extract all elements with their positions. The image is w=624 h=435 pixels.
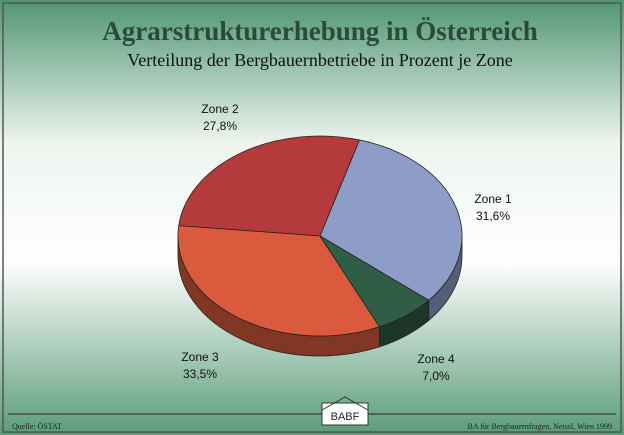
logo-text: BABF	[331, 411, 360, 423]
chart-subtitle: Verteilung der Bergbauernbetriebe in Pro…	[127, 50, 513, 70]
slice	[177, 225, 381, 337]
slice	[319, 235, 430, 328]
chart-title: Agrarstrukturerhebung in Österreich	[102, 16, 537, 46]
slice-label: Zone 3	[181, 350, 219, 364]
value-label: 31,6%	[476, 209, 510, 223]
value-label: 7,0%	[422, 369, 450, 383]
credit: BA für Bergbauernfragen, Neissl, Wien 19…	[468, 422, 612, 431]
slice-label: Zone 4	[417, 352, 455, 366]
value-label: 33,5%	[183, 367, 217, 381]
slice	[178, 135, 360, 237]
source: Quelle: ÖSTAT	[12, 422, 62, 431]
logo-box	[321, 402, 369, 426]
value-label: 27,8%	[203, 119, 237, 133]
slice	[319, 139, 463, 301]
pie	[177, 135, 463, 357]
logo-roof	[321, 396, 369, 411]
slice-label: Zone 2	[201, 102, 239, 116]
slice-label: Zone 1	[474, 192, 512, 206]
